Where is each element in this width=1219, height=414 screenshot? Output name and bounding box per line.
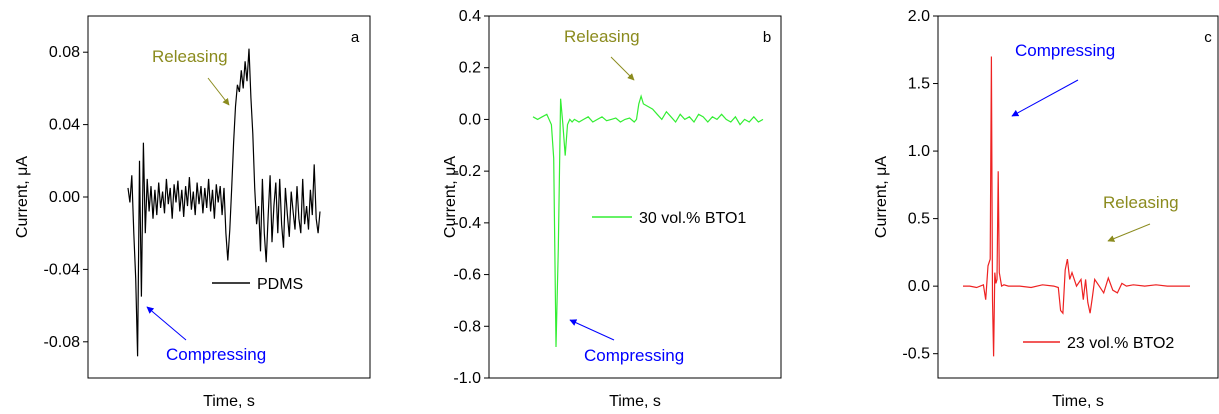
panel-c-arrow-releasing <box>1107 223 1151 242</box>
panel-b-xlabel: Time, s <box>609 393 661 410</box>
panel-c-frame <box>937 15 1219 379</box>
panel-c-series-bto2 <box>963 56 1190 357</box>
panel-c-annotation-releasing: Releasing <box>1103 193 1179 212</box>
panel-a-arrow-compressing <box>146 306 187 341</box>
panel-a-ytick-label: 0.00 <box>49 189 80 206</box>
panel-c-ytick-label: 1.5 <box>908 76 930 93</box>
panel-c-xlabel: Time, s <box>1052 393 1104 410</box>
panel-b-arrow-compressing <box>569 319 615 341</box>
panel-b-ytick-label: -0.2 <box>453 163 481 180</box>
panel-b-label: b <box>763 29 771 46</box>
panel-b-yticks: 0.4 0.2 0.0 -0.2 -0.4 -0.6 -0.8 -1.0 <box>453 8 489 387</box>
panel-a-ytick-label: 0.08 <box>49 44 80 61</box>
panel-b-annotation-compressing: Compressing <box>584 346 684 365</box>
panel-c-ytick-label: 1.0 <box>908 143 930 160</box>
panel-b-ytick-label: 0.2 <box>459 60 481 77</box>
panel-c-label: c <box>1204 29 1212 46</box>
panel-c-arrow-compressing <box>1011 79 1079 117</box>
panel-b-ytick-label: -0.6 <box>453 267 481 284</box>
panel-c-ylabel: Current, μA <box>873 156 890 238</box>
panel-c-ytick-label: 0.0 <box>908 278 930 295</box>
panel-c-ytick-label: 2.0 <box>908 8 930 25</box>
panel-b-arrow-releasing <box>610 56 635 81</box>
panel-b-legend-label: 30 vol.% BTO1 <box>639 210 746 227</box>
panel-b-frame <box>488 15 782 379</box>
panel-a-arrow-releasing <box>207 77 230 106</box>
panel-c-legend-label: 23 vol.% BTO2 <box>1067 335 1174 352</box>
panel-b: 0.40.20.0-0.2-0.4-0.6-0.8-1.0 b Time, s … <box>442 8 782 410</box>
panel-c: 2.0 1.5 1.0 0.5 0.0 -0.5 c Time, s Current, μ… <box>873 8 1219 410</box>
panel-b-ylabel: Current, μA <box>442 156 459 238</box>
panel-c-annotation-compressing: Compressing <box>1015 41 1115 60</box>
panel-c-yticks: 2.0 1.5 1.0 0.5 0.0 -0.5 <box>902 8 938 363</box>
panel-b-ytick-label: -0.4 <box>453 215 481 232</box>
panel-b-ytick-label: 0.0 <box>459 111 481 128</box>
panel-a-legend-label: PDMS <box>257 276 303 293</box>
panel-a: 0.08 0.04 0.00 -0.04 -0.08 a Time, s Current… <box>14 15 371 410</box>
panel-c-ytick-label: -0.5 <box>902 346 930 363</box>
panel-a-series-pdms <box>127 48 321 357</box>
panel-b-ytick-label: 0.4 <box>459 8 481 25</box>
panel-a-yticks: 0.08 0.04 0.00 -0.04 -0.08 <box>44 44 88 351</box>
panel-a-xlabel: Time, s <box>203 393 255 410</box>
panel-b-ytick-label: -1.0 <box>453 370 481 387</box>
panel-a-ylabel: Current, μA <box>14 156 31 238</box>
panel-b-legend: 30 vol.% BTO1 <box>592 210 746 227</box>
panel-c-legend: 23 vol.% BTO2 <box>1023 335 1174 352</box>
panel-b-series-bto1 <box>532 94 764 348</box>
panel-a-label: a <box>351 29 360 46</box>
panel-c-ytick-label: 0.5 <box>908 211 930 228</box>
panel-a-ytick-label: -0.04 <box>44 261 81 278</box>
panel-a-legend: PDMS <box>212 276 303 293</box>
panel-b-annotation-releasing: Releasing <box>564 27 640 46</box>
panel-a-ytick-label: 0.04 <box>49 117 80 134</box>
panel-a-annotation-compressing: Compressing <box>166 345 266 364</box>
panel-a-annotation-releasing: Releasing <box>152 47 228 66</box>
panel-a-ytick-label: -0.08 <box>44 334 81 351</box>
panel-b-ytick-label: -0.8 <box>453 318 481 335</box>
